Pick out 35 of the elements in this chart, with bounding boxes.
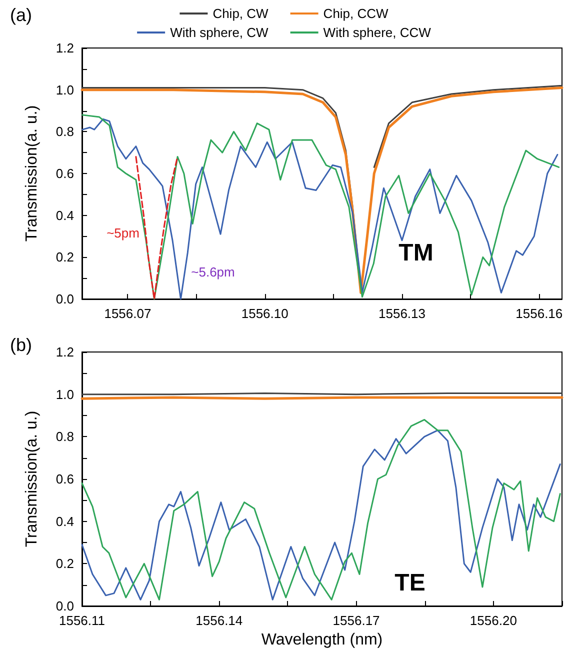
annotation: ~5pm (106, 226, 140, 240)
x-tick-label: 1556.10 (241, 306, 288, 321)
legend-label: With sphere, CW (170, 25, 270, 40)
y-tick-label: 0.2 (56, 250, 74, 265)
x-tick-label: 1556.11 (58, 613, 106, 628)
legend-label: Chip, CW (212, 6, 270, 21)
legend-label: With sphere, CCW (323, 25, 432, 40)
y-axis-title: Transmission(a. u.) (24, 410, 40, 548)
y-tick-label: 0.2 (56, 556, 74, 572)
annotation: ~5.6pm (191, 264, 235, 280)
y-tick-label: 0.6 (56, 166, 74, 181)
y-axis-title: Transmission(a. u.) (24, 105, 40, 242)
x-tick-label: 1556.17 (332, 613, 380, 628)
annotation: TE (394, 570, 426, 596)
text: (a) (10, 5, 32, 25)
y-tick-label: 0.4 (56, 514, 74, 529)
y-tick-label: 0.4 (56, 208, 74, 223)
y-tick-label: 1.2 (56, 344, 74, 360)
x-tick-label: 1556.16 (516, 306, 563, 321)
x-axis-title: Wavelength (nm) (261, 632, 383, 648)
x-tick-label: 1556.20 (470, 613, 517, 628)
x-tick-label: 1556.14 (196, 613, 243, 628)
x-tick-label: 1556.13 (378, 306, 426, 321)
legend-label: Chip, CCW (323, 6, 390, 21)
y-tick-label: 0.0 (56, 292, 74, 306)
y-tick-label: 1.2 (56, 40, 74, 56)
x-tick-label: 1556.07 (104, 306, 152, 321)
y-tick-label: 0.0 (56, 598, 74, 614)
y-tick-label: 0.8 (56, 124, 74, 140)
y-tick-label: 0.6 (56, 472, 74, 486)
text: (b) (10, 335, 32, 355)
annotation: TM (398, 240, 434, 266)
y-tick-label: 1.0 (56, 82, 74, 98)
y-tick-label: 0.8 (56, 429, 74, 444)
y-tick-label: 1.0 (56, 386, 74, 402)
